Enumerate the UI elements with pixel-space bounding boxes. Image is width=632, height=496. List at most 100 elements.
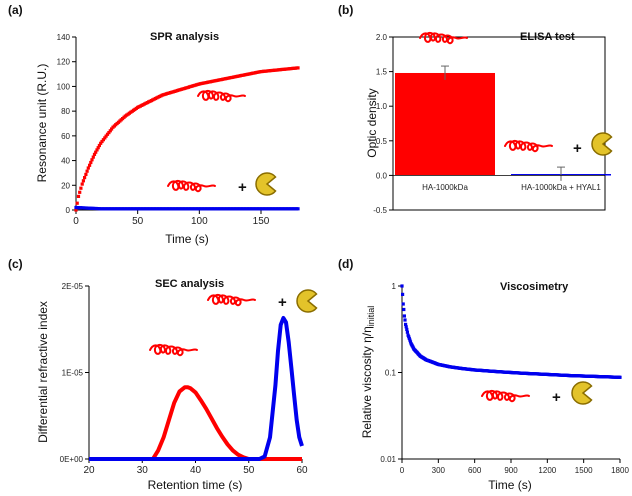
chart-a-series-1-point — [100, 139, 104, 144]
chart-a-y-tick-label: 20 — [61, 181, 70, 190]
chart-c-y-tick-label: 0E+00 — [60, 455, 84, 464]
chart-a-title: SPR analysis — [150, 31, 219, 43]
chart-a-series-1-point — [107, 131, 111, 135]
chart-a-y-tick-label: 140 — [57, 33, 71, 42]
chart-a-series-1-point — [74, 208, 78, 212]
chart-a-y-tick-label: 60 — [61, 132, 70, 141]
chart-c-series — [89, 316, 304, 461]
chart-d-series-1-point — [402, 314, 406, 318]
chart-a-series-1-point — [103, 136, 107, 140]
chart-a-y-ticks: 0 20 40 60 80 100 120 140 — [57, 33, 76, 215]
chart-d-series-1-point — [407, 336, 411, 340]
panel-c: (c) SEC analysis 0E+00 1E-05 2E-05 20 30 40 5… — [8, 257, 318, 492]
chart-d-series-1-point — [407, 335, 411, 339]
plus-sign: + — [278, 294, 287, 311]
chart-d-x-label: Time (s) — [488, 478, 532, 492]
chart-c-y-ticks: 0E+00 1E-05 2E-05 — [60, 282, 89, 464]
chart-a-series-1-point — [80, 182, 84, 186]
chart-d-y-label: Relative viscosity η/ηinitial — [360, 306, 376, 439]
chart-a-series-1-point — [91, 155, 95, 159]
chart-d-series-1-point — [401, 302, 405, 306]
chart-d-series-1-point — [408, 338, 412, 342]
chart-d-x-tick-label: 900 — [504, 466, 518, 475]
hyal1-pacman-icon — [571, 381, 593, 405]
chart-d-title: Viscosimetry — [500, 281, 569, 293]
chart-d-y-tick-label: 1 — [392, 282, 397, 291]
chart-a-x-tick-label: 150 — [253, 216, 270, 227]
chart-a-series-1-point — [79, 186, 83, 190]
panel-d: (d) Viscosimetry 0.01 0.1 1 0 300 600 900 1200… — [338, 257, 629, 492]
plus-sign: + — [573, 140, 582, 157]
chart-d-y-tick-label: 0.1 — [385, 369, 397, 378]
chart-a-series-1-point — [75, 201, 79, 205]
chart-a-series-1-point — [88, 163, 92, 167]
chart-b-y-label: Optic density — [365, 88, 379, 157]
chart-d-series-1-point — [408, 340, 413, 344]
chart-a-series-1-point — [89, 160, 93, 165]
chart-d-series-1-point — [402, 307, 406, 312]
chart-d-series — [400, 284, 622, 379]
chart-d-y-label-main: Relative viscosity η/η — [360, 326, 374, 438]
chart-c-x-tick-label: 40 — [190, 465, 202, 476]
chart-a-series-1-point — [99, 141, 103, 145]
chart-a-series-1-point — [76, 194, 81, 198]
panel-b-label: (b) — [338, 3, 353, 17]
chart-d-series-1-point — [401, 292, 405, 296]
panel-b: (b) ELISA test -0.50.00.51.01.52.0 HA-10… — [338, 3, 613, 215]
chart-a-x-tick-label: 50 — [132, 216, 144, 227]
chart-a-y-tick-label: 100 — [57, 82, 71, 91]
chart-c-y-label: Differential refractive index — [36, 301, 50, 443]
chart-a-series-1-point — [110, 127, 114, 131]
panel-a: (a) SPR analysis 0 20 40 60 80 100 120 140 0 50 1… — [8, 3, 300, 246]
chart-a-series-1-point — [92, 152, 97, 156]
chart-d-x-tick-label: 1800 — [611, 466, 629, 475]
chart-a-x-tick-label: 100 — [191, 216, 208, 227]
chart-d-series-1-point — [404, 322, 408, 326]
hyal1-pacman-icon — [591, 132, 613, 156]
ha-chain-icon — [419, 31, 468, 45]
chart-d-y-ticks: 0.01 0.1 1 — [380, 282, 402, 464]
chart-c-x-tick-label: 20 — [83, 465, 95, 476]
chart-a-series-1-point — [84, 172, 88, 176]
panel-a-label: (a) — [8, 3, 23, 17]
chart-a-series-1-point — [96, 146, 100, 150]
chart-d-x-tick-label: 1500 — [575, 466, 593, 475]
chart-a-series-1-point — [78, 190, 82, 194]
chart-d-series-1-point — [405, 327, 409, 331]
chart-c-x-ticks: 20 30 40 50 60 — [83, 459, 308, 476]
chart-b-y-tick-label: 2.0 — [376, 33, 388, 42]
chart-d-y-label-sub: initial — [366, 306, 376, 327]
chart-a-series-1-point — [105, 132, 110, 136]
chart-d-series-1-point — [403, 318, 407, 322]
chart-b-category-1: HA-1000kDa — [422, 183, 468, 192]
chart-c-x-label: Retention time (s) — [148, 478, 243, 492]
chart-a-y-tick-label: 0 — [66, 206, 71, 215]
chart-b-frame — [392, 36, 606, 211]
ha-chain-icon — [167, 179, 216, 193]
hyal1-pacman-icon — [255, 172, 277, 196]
chart-a-series-1-point — [296, 66, 300, 70]
hyal1-pacman-icon — [296, 289, 318, 313]
chart-c-y-tick-label: 1E-05 — [62, 369, 84, 378]
chart-d-x-tick-label: 0 — [400, 466, 405, 475]
ha-chain-icon — [149, 343, 198, 357]
chart-b-y-tick-label: 1.0 — [376, 102, 388, 111]
chart-a-x-label: Time (s) — [165, 232, 209, 246]
chart-c-series-2-line — [89, 316, 304, 461]
chart-a-x-tick-label: 0 — [73, 216, 79, 227]
chart-c-x-tick-label: 50 — [243, 465, 255, 476]
chart-d-series-1-point — [618, 375, 622, 379]
chart-d-x-ticks: 0 300 600 900 1200 1500 1800 — [400, 459, 629, 475]
chart-a-series-1-point — [86, 166, 90, 170]
ha-chain-icon — [481, 389, 530, 403]
chart-a-series-1-point — [101, 138, 105, 142]
chart-a-series-1-point — [83, 176, 87, 180]
chart-a-series-1-point — [94, 150, 98, 154]
ha-chain-icon — [197, 89, 246, 103]
chart-c-x-tick-label: 30 — [137, 465, 149, 476]
chart-a-y-tick-label: 40 — [61, 157, 70, 166]
chart-a-series-1-point — [108, 129, 112, 133]
chart-d-y-tick-label: 0.01 — [380, 455, 396, 464]
chart-b-y-tick-label: 0.5 — [376, 137, 388, 146]
